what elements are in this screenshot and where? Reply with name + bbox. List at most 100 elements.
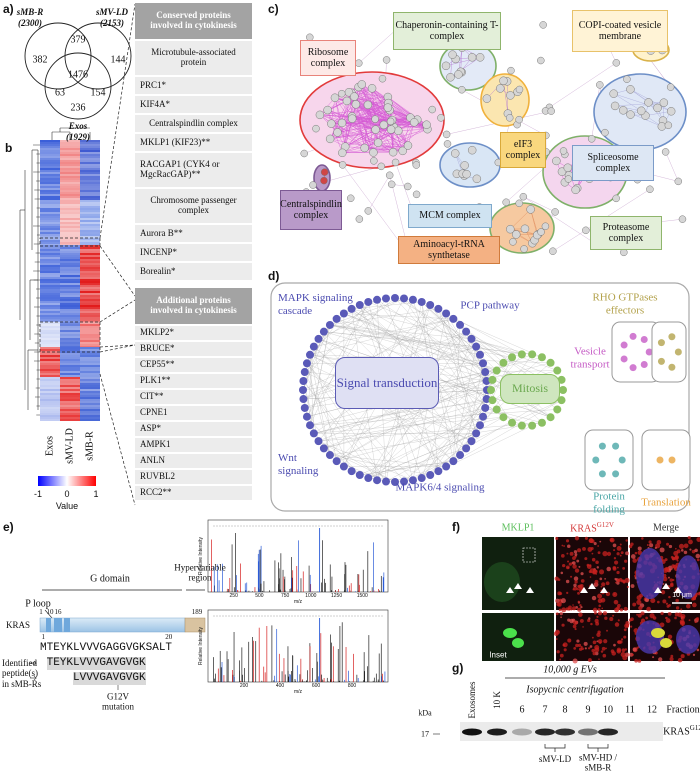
protein-node — [442, 130, 451, 139]
pathway-edge — [403, 398, 487, 482]
heatmap-cell — [40, 295, 60, 297]
cluster-node — [668, 456, 676, 464]
blot-band — [555, 728, 575, 736]
heatmap-cell — [80, 379, 100, 381]
stain — [577, 600, 580, 603]
pathway-node — [306, 421, 315, 430]
heatmap-cell — [40, 299, 60, 301]
heatmap-cell — [80, 315, 100, 317]
network-edge — [355, 104, 384, 126]
pathway-node — [325, 451, 334, 460]
stain — [576, 559, 580, 563]
heatmap-cell — [80, 146, 100, 148]
stain — [587, 658, 592, 662]
stain — [591, 557, 596, 562]
heatmap-cell — [60, 263, 80, 265]
heatmap-cell — [60, 234, 80, 236]
pathway-edge — [302, 318, 454, 391]
pathway-edge — [403, 298, 484, 417]
heatmap-cell — [40, 166, 60, 168]
pathway-edge — [421, 338, 472, 479]
stain — [566, 591, 569, 595]
table-group: Microtubule-associated protein — [135, 41, 252, 75]
stain — [555, 536, 559, 541]
heatmap-cell — [40, 208, 60, 210]
arrowhead — [526, 587, 534, 593]
heatmap-cell — [80, 299, 100, 301]
stain — [579, 604, 582, 607]
midbody — [503, 628, 517, 638]
heatmap-cell — [80, 148, 100, 150]
heatmap-cell — [60, 156, 80, 158]
heatmap-cell — [80, 212, 100, 214]
heatmap-cell — [60, 338, 80, 340]
pathway-edge — [309, 399, 493, 426]
connector — [99, 344, 136, 353]
cluster-node — [629, 364, 637, 372]
heatmap-cell — [60, 166, 80, 168]
stain — [597, 593, 603, 599]
heatmap-cell — [40, 336, 60, 338]
heatmap-cell — [60, 224, 80, 226]
heatmap-cell — [80, 399, 100, 401]
residue-number: 1 — [39, 607, 43, 616]
network-edge — [337, 117, 411, 133]
stain — [596, 566, 599, 569]
protein-node — [552, 156, 561, 166]
stain — [630, 625, 633, 628]
protein-node — [347, 114, 357, 123]
heatmap-cell — [80, 344, 100, 346]
cluster-box — [641, 429, 691, 491]
pathway-node — [408, 476, 417, 485]
inset-box — [522, 547, 536, 563]
blot-marker: KRASG12V — [663, 724, 700, 738]
arrowhead — [506, 587, 514, 593]
heatmap-cell — [40, 194, 60, 196]
pathway-edge — [329, 324, 497, 371]
heatmap-cell — [60, 206, 80, 208]
protein-node — [551, 208, 559, 216]
stain — [577, 585, 581, 588]
venn-set-size: (2300) — [18, 17, 42, 28]
lane-label: Exosomes — [466, 681, 477, 719]
pathway-edge — [318, 298, 405, 340]
pathway-node — [546, 413, 555, 422]
cluster-node — [598, 442, 606, 450]
heatmap-cell — [40, 226, 60, 228]
table-group: Chromosome passenger complex — [135, 189, 252, 223]
pathway-node — [300, 368, 309, 377]
heatmap-cell — [60, 150, 80, 152]
pathway-edge — [313, 346, 337, 462]
peptide: TEYKLVVVGAVGVGK — [46, 657, 146, 670]
heatmap-cell — [40, 224, 60, 226]
pathway-node — [479, 412, 488, 421]
heatmap-cell — [60, 317, 80, 319]
stain — [602, 611, 608, 616]
stain — [624, 623, 629, 629]
pathway-edge — [359, 298, 387, 306]
heatmap-cell — [40, 344, 60, 346]
heatmap-cell — [60, 340, 80, 342]
pathway-label: PCP pathway — [460, 299, 520, 312]
heatmap-cell — [60, 395, 80, 397]
venn-count: 144 — [110, 54, 126, 66]
protein-node — [467, 53, 477, 62]
heatmap-cell — [60, 326, 80, 328]
pathway-edge — [385, 417, 504, 482]
fraction-number: 9 — [585, 704, 591, 716]
pathway-node — [546, 358, 555, 367]
mitosis: Mitosis — [500, 374, 560, 404]
pathway-edge — [343, 313, 493, 380]
stain — [614, 622, 620, 627]
stain — [596, 640, 599, 643]
protein-node — [323, 105, 332, 115]
heatmap-cell — [80, 309, 100, 311]
venn-set-name: Exos — [68, 120, 88, 131]
protein-node — [623, 75, 631, 83]
stain — [602, 551, 608, 557]
stain — [604, 577, 606, 580]
heatmap-cell — [80, 330, 100, 332]
stain — [615, 581, 617, 584]
heatmap-cell — [80, 259, 100, 261]
pathway-node — [517, 421, 526, 430]
